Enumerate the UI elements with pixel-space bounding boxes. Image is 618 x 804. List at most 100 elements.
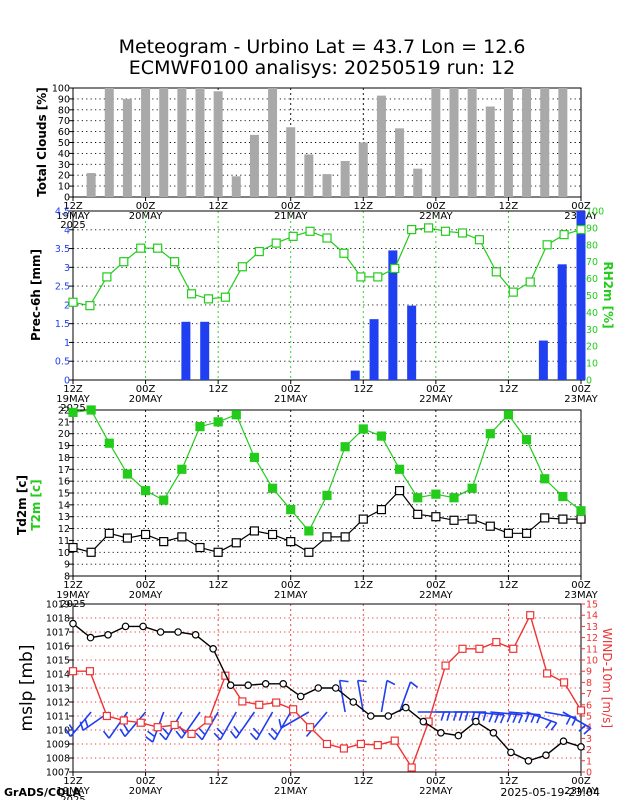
t2m-point	[521, 435, 532, 445]
wind-barb-feather	[159, 732, 167, 741]
y-tick-label: 0.5	[55, 357, 70, 368]
wind-barb-feather	[119, 728, 126, 737]
y-tick-label: 1012	[46, 698, 70, 709]
plot-frame	[72, 409, 582, 577]
mslp-point	[542, 751, 550, 760]
rh-point	[424, 223, 434, 233]
y-right-tick-label: 14	[586, 611, 598, 622]
td2m-point	[159, 537, 169, 547]
y-tick-label: 2.5	[55, 282, 70, 293]
precip-bar	[538, 340, 548, 380]
wind-barb-feather	[530, 713, 536, 723]
x-tick-date-label: 21MAY	[274, 786, 308, 797]
x-tick-label: 00Z	[281, 776, 301, 787]
mslp-point	[331, 684, 340, 692]
footer-right: 2025-05-19-23:04	[500, 786, 600, 799]
wind-barb	[274, 711, 292, 741]
td2m-point	[267, 529, 278, 540]
precip-bar	[407, 305, 417, 380]
mslp-point	[86, 633, 95, 642]
wind-barb	[219, 711, 237, 741]
wind-point	[475, 644, 484, 653]
y-tick-label: 21	[58, 417, 70, 428]
wind-point	[153, 723, 162, 732]
wind-barb-feather	[488, 713, 494, 723]
t2m-point	[467, 483, 477, 493]
wind-barb	[562, 711, 591, 729]
wind-barb-feather	[162, 727, 170, 736]
td2m-point	[576, 514, 586, 524]
cloud-bar	[322, 174, 332, 197]
x-tick-label: 00Z	[426, 201, 446, 212]
mslp-point	[314, 684, 323, 692]
wind-barb-feather	[357, 679, 367, 683]
t2m-point	[140, 486, 151, 496]
y-tick-label: 1007	[46, 768, 70, 779]
mslp-point	[577, 742, 585, 751]
td2m-point	[558, 514, 568, 524]
rh-point	[288, 231, 298, 241]
cloud-bar	[540, 88, 550, 197]
y-tick-label: 2	[64, 300, 70, 311]
wind-barb-feather	[506, 713, 512, 723]
y-axis-label: Prec-6h [mm]	[29, 249, 43, 341]
x-tick-label: 00Z	[571, 580, 591, 591]
y-right-tick-label: 1	[586, 756, 592, 767]
rh-point	[356, 272, 366, 282]
y-right-tick-label: 70	[586, 257, 598, 268]
wind-point	[85, 667, 95, 676]
wind-barb-feather	[458, 711, 463, 721]
y-right-tick-label: 2	[586, 745, 592, 756]
mslp-point	[419, 717, 428, 726]
y-tick-label: 15	[58, 489, 70, 500]
x-tick-label: 00Z	[571, 776, 591, 787]
x-tick-date-label: 22MAY	[419, 786, 453, 797]
mslp-point	[384, 712, 393, 720]
wind-barb	[235, 711, 256, 739]
wind-barb	[305, 711, 328, 738]
wind-point	[407, 763, 416, 772]
cloud-bar	[286, 127, 296, 197]
wind-point	[255, 700, 264, 709]
y-axis-label: Total Clouds [%]	[35, 87, 49, 197]
wind-barb-feather	[102, 730, 110, 739]
x-tick-date-label: 19MAY	[56, 394, 90, 405]
wind-point	[119, 716, 128, 725]
wind-barb-feather	[471, 711, 476, 721]
wind-point	[136, 718, 145, 727]
wind-barb-feather	[583, 727, 592, 735]
y-right-tick-label: 10	[586, 359, 598, 370]
wind-barb-feather	[452, 711, 458, 721]
wind-barb-feather	[270, 727, 279, 736]
precip-bar	[181, 321, 191, 380]
y-tick-label: 11	[58, 536, 70, 547]
t2m-point	[249, 452, 260, 463]
td2m-point	[68, 542, 78, 553]
x-tick-date-label: 23MAY	[564, 394, 598, 405]
wind-barb-feather	[512, 713, 518, 723]
td2m-point	[358, 514, 368, 524]
wind-barb-feather	[545, 720, 552, 729]
wind-point	[526, 611, 535, 620]
x-tick-label: 12Z	[353, 580, 373, 591]
td2m-point	[521, 528, 532, 538]
chart-title-line1: Meteogram - Urbino Lat = 43.7 Lon = 12.6	[119, 36, 526, 58]
t2m-point	[576, 506, 586, 516]
wind-barb-feather	[268, 732, 276, 741]
x-tick-date-label: 23MAY	[564, 590, 598, 601]
x-tick-label: 00Z	[136, 201, 156, 212]
t2m-point	[122, 469, 133, 479]
y-tick-label: 4.5	[55, 207, 70, 218]
mslp-point	[191, 630, 200, 639]
wind-point	[322, 739, 332, 749]
y-tick-label: 1018	[46, 614, 70, 625]
t2m-line	[72, 409, 582, 532]
x-tick-label: 12Z	[63, 580, 83, 591]
wind-barb-feather	[79, 721, 84, 731]
cloud-bar	[376, 95, 386, 197]
mslp-point	[244, 681, 252, 690]
td2m-point	[376, 505, 387, 515]
precip-bar	[388, 250, 398, 380]
td2m-point	[104, 528, 114, 538]
